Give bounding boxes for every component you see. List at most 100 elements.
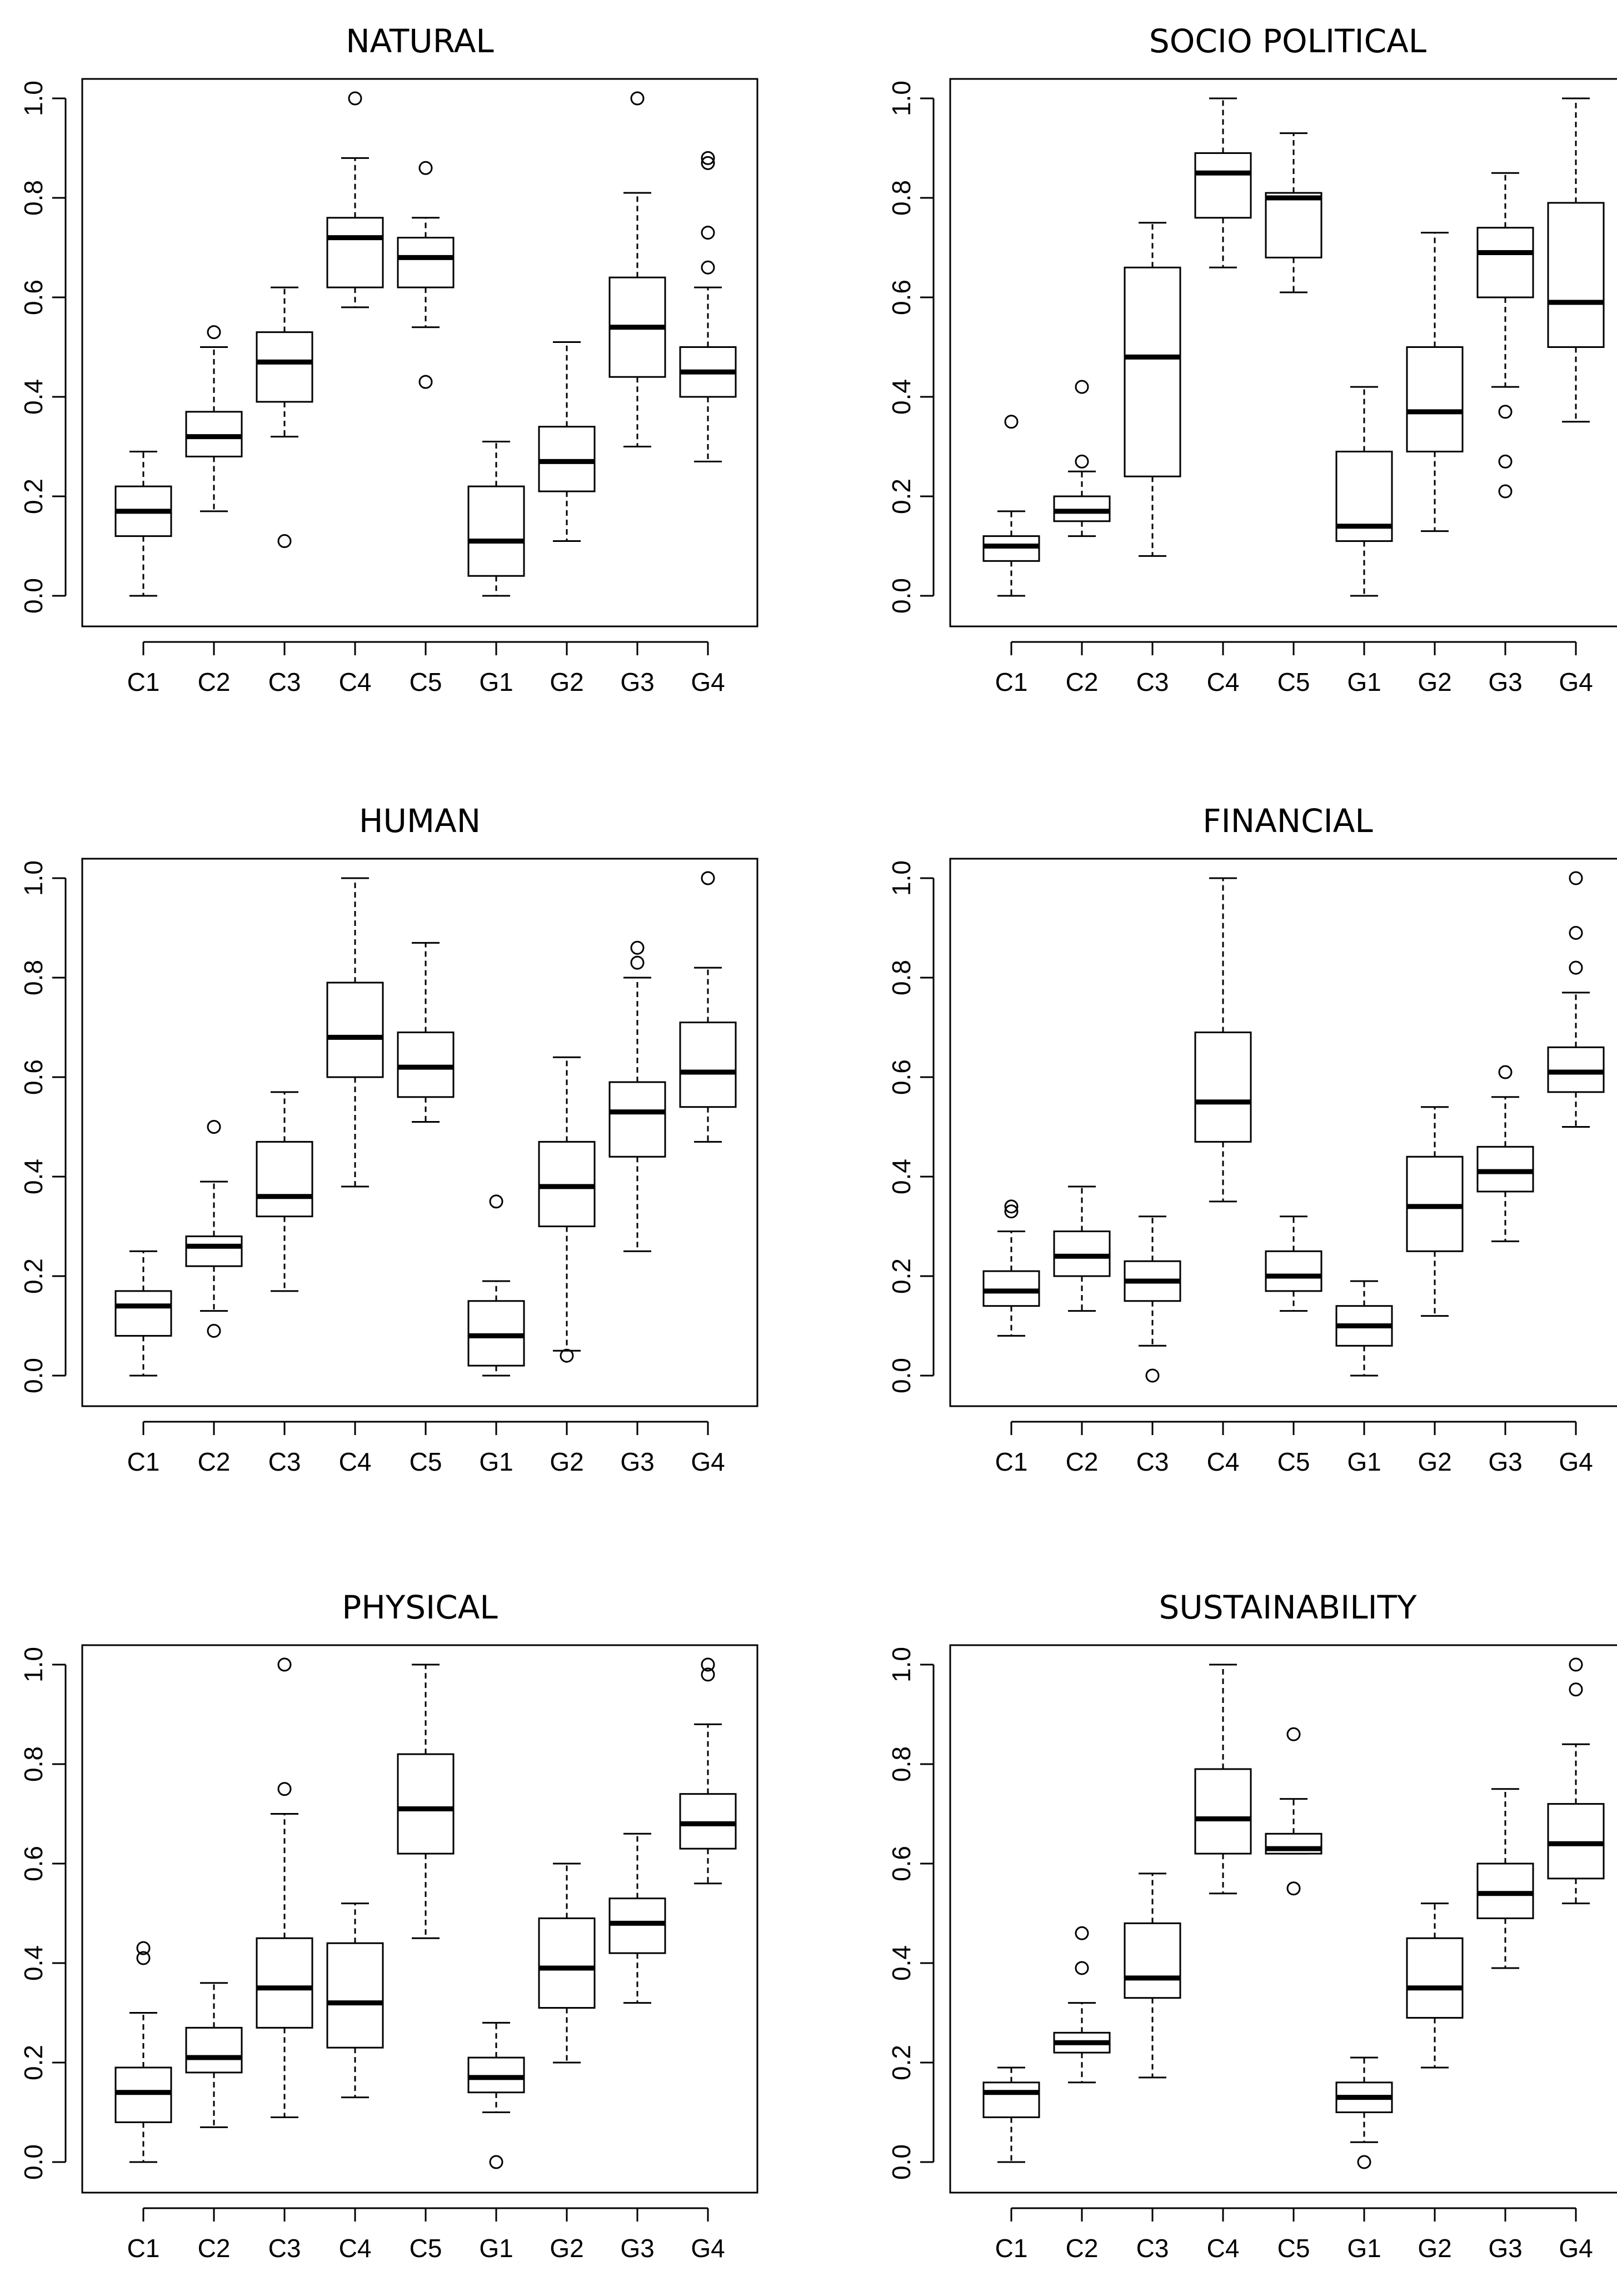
iqr-box	[326, 217, 384, 288]
outlier-point	[1004, 415, 1019, 429]
box-c1	[982, 1199, 1040, 1337]
box-c3	[256, 1657, 313, 2118]
iqr-box	[326, 982, 384, 1078]
y-tick-label: 0.8	[19, 1746, 48, 1782]
panel-financial: FINANCIAL 0.0 0.2 0.4 0.6 0.8 1.0 C1 C2 C3 C4 C5 G1 G…	[887, 802, 1617, 1476]
y-tick-label: 0.6	[887, 1059, 916, 1095]
iqr-box	[1476, 227, 1534, 298]
y-tick-label: 1.0	[19, 860, 48, 896]
y-tick-label: 0.0	[19, 578, 48, 614]
y-tick-label: 0.6	[19, 280, 48, 315]
box-c4	[326, 91, 384, 308]
x-tick-label: G4	[691, 1447, 725, 1476]
y-tick-label: 0.4	[887, 1159, 916, 1194]
x-tick-label: C5	[410, 2234, 442, 2263]
iqr-box	[1194, 1031, 1252, 1143]
x-tick-label: C2	[1066, 668, 1099, 696]
box-g1	[467, 1194, 525, 1377]
panel-title: HUMAN	[359, 802, 481, 840]
y-tick-label: 0.8	[887, 960, 916, 995]
box-c5	[397, 161, 455, 389]
x-tick-label: G1	[1347, 2234, 1381, 2263]
box-g1	[467, 441, 525, 597]
outlier-point	[701, 151, 715, 165]
box-c2	[185, 1982, 243, 2128]
box-g3	[608, 91, 666, 447]
panel-title: NATURAL	[346, 22, 493, 60]
box-g2	[1406, 1902, 1464, 2069]
x-tick-label: G1	[1347, 1447, 1381, 1476]
outlier-point	[207, 1323, 221, 1338]
panel-socio-political: SOCIO POLITICAL 0.0 0.2 0.4 0.6 0.8 1.0 C1 C2 C3 C…	[887, 22, 1617, 696]
box-c1	[982, 415, 1040, 597]
box-c3	[1124, 1216, 1181, 1383]
iqr-box	[1547, 202, 1605, 348]
box-c5	[397, 942, 455, 1123]
outlier-point	[630, 955, 645, 970]
x-tick-label: C2	[1066, 1447, 1099, 1476]
iqr-box	[256, 331, 313, 403]
outlier-point	[277, 1782, 292, 1796]
box-c1	[982, 2066, 1040, 2163]
box-c3	[1124, 222, 1181, 557]
iqr-box	[1124, 266, 1181, 477]
outlier-point	[1004, 1204, 1019, 1219]
box-c1	[114, 450, 172, 597]
x-tick-label: G1	[1347, 668, 1381, 696]
x-tick-label: G3	[1488, 668, 1522, 696]
x-tick-label: C4	[339, 2234, 372, 2263]
box-g2	[1406, 232, 1464, 532]
box-g2	[538, 341, 596, 542]
outlier-point	[1498, 1065, 1513, 1079]
iqr-box	[1406, 346, 1464, 452]
outlier-point	[1569, 871, 1583, 885]
x-tick-label: G4	[1559, 668, 1593, 696]
y-tick-label: 0.8	[19, 960, 48, 995]
y-tick-label: 0.4	[19, 379, 48, 415]
x-tick-label: C4	[339, 668, 372, 696]
outlier-point	[207, 1120, 221, 1134]
x-tick-label: C1	[127, 2234, 160, 2263]
iqr-box	[185, 1235, 243, 1267]
box-g3	[608, 940, 666, 1252]
y-tick-label: 0.6	[19, 1846, 48, 1881]
iqr-box	[608, 1081, 666, 1158]
iqr-box	[982, 2081, 1040, 2118]
box-g4	[679, 871, 737, 1143]
iqr-box	[114, 1290, 172, 1337]
iqr-box	[1265, 192, 1322, 258]
x-tick-label: C1	[995, 2234, 1028, 2263]
iqr-box	[1194, 1768, 1252, 1855]
outlier-point	[418, 161, 433, 175]
box-g1	[467, 2021, 525, 2169]
x-tick-label: G4	[1559, 1447, 1593, 1476]
outlier-point	[1357, 2155, 1371, 2169]
outlier-point	[701, 1657, 715, 1672]
iqr-box	[256, 1140, 313, 1218]
iqr-box	[1265, 1250, 1322, 1292]
box-g4	[1547, 1657, 1605, 1905]
box-c5	[397, 1664, 455, 1939]
plot-frame	[81, 1644, 758, 2194]
x-tick-label: G3	[620, 668, 654, 696]
y-tick-label: 0.2	[19, 1258, 48, 1294]
panel-title: PHYSICAL	[342, 1588, 497, 1626]
y-tick-label: 0.2	[19, 2045, 48, 2080]
x-tick-label: G1	[479, 1447, 513, 1476]
plot-frame	[949, 78, 1617, 627]
box-g4	[1547, 97, 1605, 423]
iqr-box	[185, 2026, 243, 2074]
iqr-box	[538, 1917, 596, 2009]
outlier-point	[701, 871, 715, 885]
x-tick-label: C4	[1207, 668, 1240, 696]
box-c3	[256, 1091, 313, 1292]
outlier-point	[1569, 960, 1583, 975]
outlier-point	[489, 1194, 503, 1209]
y-tick-label: 1.0	[887, 81, 916, 116]
y-tick-label: 0.2	[887, 2045, 916, 2080]
y-tick-label: 1.0	[19, 1647, 48, 1682]
box-c2	[1053, 1926, 1111, 2084]
x-tick-label: G1	[479, 2234, 513, 2263]
y-tick-label: 0.0	[19, 1358, 48, 1393]
